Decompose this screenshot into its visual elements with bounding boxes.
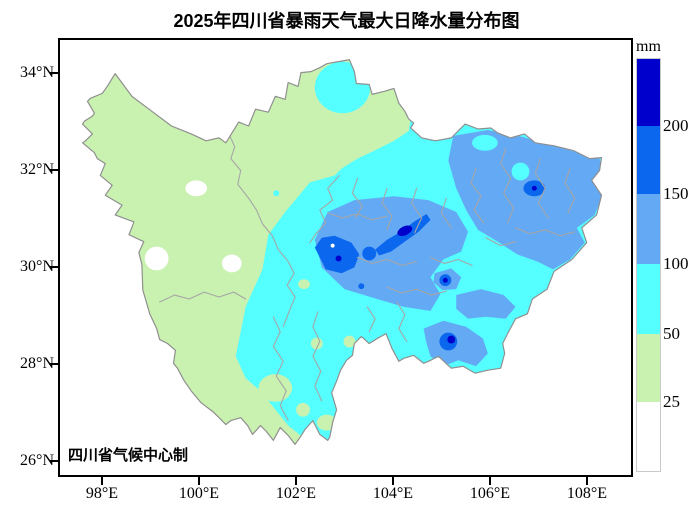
x-tick-mark (198, 477, 200, 485)
y-tick-label-34N: 34°N (20, 64, 54, 81)
district-boundaries (159, 133, 576, 422)
legend-threshold-150: 150 (663, 184, 689, 203)
legend-threshold-25: 25 (663, 392, 680, 411)
legend-threshold-100: 100 (663, 254, 689, 273)
y-tick-label-26N: 26°N (20, 452, 54, 469)
y-tick-mark (50, 460, 58, 462)
x-tick-mark (489, 477, 491, 485)
legend-band-150-200 (637, 126, 660, 194)
legend-threshold-200: 200 (663, 116, 689, 135)
y-tick-label-32N: 32°N (20, 161, 54, 178)
y-tick-label-28N: 28°N (20, 355, 54, 372)
y-tick-mark (50, 169, 58, 171)
x-tick-mark (295, 477, 297, 485)
figure-title: 2025年四川省暴雨天气最大日降水量分布图 (173, 11, 520, 31)
y-tick-mark (50, 266, 58, 268)
legend-band-50-100 (637, 264, 660, 334)
fill-100-150 (314, 129, 602, 367)
x-tick-label-104E: 104°E (372, 485, 414, 502)
legend-band-above-200 (637, 59, 660, 126)
legend-unit-label: mm (636, 38, 661, 55)
fill-below-25-spots (144, 180, 242, 273)
x-tick-mark (586, 477, 588, 485)
map-attribution: 四川省气候中心制 (68, 447, 189, 464)
fill-50-100-holes (472, 134, 530, 181)
x-tick-mark (101, 477, 103, 485)
map-plot-area: 四川省气候中心制 (58, 38, 633, 477)
legend-band-below-25 (637, 402, 660, 471)
y-tick-label-30N: 30°N (20, 258, 54, 275)
legend-band-100-150 (637, 194, 660, 264)
legend-threshold-50: 50 (663, 324, 680, 343)
x-tick-label-108E: 108°E (566, 485, 608, 502)
legend-color-bar (636, 58, 661, 472)
legend-band-25-50 (637, 334, 660, 402)
y-tick-mark (50, 363, 58, 365)
x-tick-mark (392, 477, 394, 485)
x-tick-label-98E: 98°E (85, 485, 119, 502)
sichuan-precipitation-map (81, 59, 603, 445)
y-tick-mark (50, 72, 58, 74)
province-outline (81, 59, 603, 445)
x-tick-label-100E: 100°E (178, 485, 220, 502)
x-tick-label-106E: 106°E (469, 485, 511, 502)
fill-above-200 (330, 185, 537, 344)
x-tick-label-102E: 102°E (275, 485, 317, 502)
